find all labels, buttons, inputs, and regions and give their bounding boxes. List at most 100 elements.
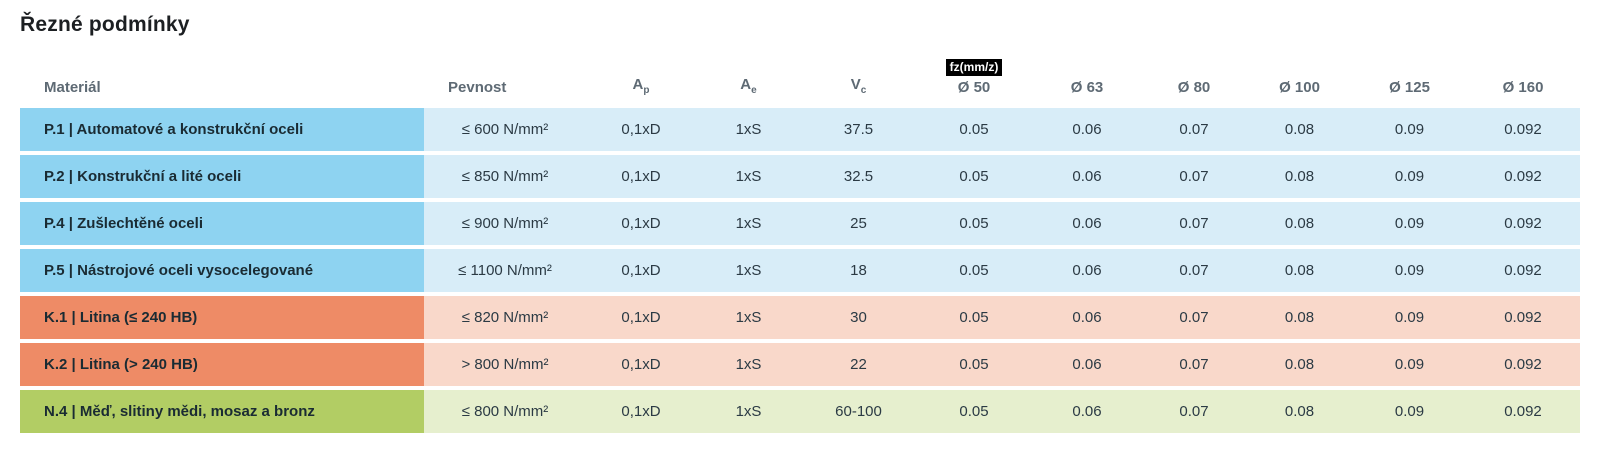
material-cell: P.1 | Automatové a konstrukční oceli [20,108,424,151]
ae-cell: 1xS [696,202,801,245]
material-cell: P.4 | Zušlechtěné oceli [20,202,424,245]
ae-cell: 1xS [696,155,801,198]
column-header-d100: Ø 100 [1279,79,1320,96]
ae-cell: 1xS [696,108,801,151]
fz-d63-cell: 0.06 [1032,343,1142,386]
fz-d125-cell: 0.09 [1353,249,1466,292]
fz-d160-cell: 0.092 [1466,108,1580,151]
ap-cell: 0,1xD [586,390,696,433]
table-header-row: Materiál Pevnost Ap Ae Vc fz(mm/z) Ø 50 … [20,50,1580,108]
fz-d50-cell: 0.05 [916,296,1032,339]
page-title: Řezné podmínky [20,13,190,36]
fz-d63-cell: 0.06 [1032,390,1142,433]
vc-cell: 25 [801,202,916,245]
pevnost-cell: ≤ 900 N/mm² [424,202,586,245]
fz-d80-cell: 0.07 [1142,249,1246,292]
column-header-material: Materiál [44,79,101,96]
vc-cell: 30 [801,296,916,339]
vc-cell: 60-100 [801,390,916,433]
fz-d50-cell: 0.05 [916,343,1032,386]
material-cell: K.1 | Litina (≤ 240 HB) [20,296,424,339]
fz-d160-cell: 0.092 [1466,202,1580,245]
column-header-ap: Ap [632,76,650,96]
column-header-d63: Ø 63 [1070,79,1104,96]
vc-cell: 18 [801,249,916,292]
fz-d100-cell: 0.08 [1246,296,1353,339]
fz-d160-cell: 0.092 [1466,249,1580,292]
fz-d160-cell: 0.092 [1466,296,1580,339]
fz-unit-badge: fz(mm/z) [945,59,1003,76]
ap-cell: 0,1xD [586,202,696,245]
column-header-d160: Ø 160 [1502,79,1544,96]
column-header-d50: fz(mm/z) Ø 50 [916,59,1032,108]
fz-d50-cell: 0.05 [916,155,1032,198]
table-row-p2: P.2 | Konstrukční a lité oceli ≤ 850 N/m… [20,155,1580,198]
ae-cell: 1xS [696,390,801,433]
ap-cell: 0,1xD [586,343,696,386]
ae-cell: 1xS [696,296,801,339]
cutting-conditions-table: Materiál Pevnost Ap Ae Vc fz(mm/z) Ø 50 … [20,50,1580,433]
fz-d100-cell: 0.08 [1246,108,1353,151]
ae-cell: 1xS [696,343,801,386]
fz-d80-cell: 0.07 [1142,343,1246,386]
table-row-p5: P.5 | Nástrojové oceli vysocelegované ≤ … [20,249,1580,292]
fz-d63-cell: 0.06 [1032,296,1142,339]
pevnost-cell: ≤ 850 N/mm² [424,155,586,198]
fz-d100-cell: 0.08 [1246,202,1353,245]
column-header-ae: Ae [740,76,757,96]
pevnost-cell: ≤ 600 N/mm² [424,108,586,151]
material-cell: P.5 | Nástrojové oceli vysocelegované [20,249,424,292]
fz-d50-cell: 0.05 [916,108,1032,151]
fz-d100-cell: 0.08 [1246,343,1353,386]
fz-d160-cell: 0.092 [1466,155,1580,198]
material-cell: P.2 | Konstrukční a lité oceli [20,155,424,198]
fz-d160-cell: 0.092 [1466,390,1580,433]
fz-d63-cell: 0.06 [1032,202,1142,245]
pevnost-cell: ≤ 800 N/mm² [424,390,586,433]
fz-d125-cell: 0.09 [1353,202,1466,245]
page: Řezné podmínky Materiál Pevnost Ap Ae Vc… [20,13,1580,433]
fz-d125-cell: 0.09 [1353,108,1466,151]
fz-d125-cell: 0.09 [1353,343,1466,386]
vc-cell: 22 [801,343,916,386]
vc-cell: 32.5 [801,155,916,198]
ae-cell: 1xS [696,249,801,292]
material-cell: K.2 | Litina (> 240 HB) [20,343,424,386]
fz-d125-cell: 0.09 [1353,296,1466,339]
column-header-d50-label: Ø 50 [957,79,991,96]
fz-d125-cell: 0.09 [1353,155,1466,198]
table-row-n4: N.4 | Měď, slitiny mědi, mosaz a bronz ≤… [20,390,1580,433]
vc-cell: 37.5 [801,108,916,151]
fz-d63-cell: 0.06 [1032,155,1142,198]
column-header-d125: Ø 125 [1389,79,1430,96]
fz-d80-cell: 0.07 [1142,296,1246,339]
fz-d80-cell: 0.07 [1142,108,1246,151]
fz-d80-cell: 0.07 [1142,202,1246,245]
column-header-d80: Ø 80 [1177,79,1211,96]
material-cell: N.4 | Měď, slitiny mědi, mosaz a bronz [20,390,424,433]
column-header-vc: Vc [850,76,867,96]
table-row-p1: P.1 | Automatové a konstrukční oceli ≤ 6… [20,108,1580,151]
ap-cell: 0,1xD [586,296,696,339]
fz-d50-cell: 0.05 [916,249,1032,292]
fz-d125-cell: 0.09 [1353,390,1466,433]
pevnost-cell: ≤ 1100 N/mm² [424,249,586,292]
fz-d160-cell: 0.092 [1466,343,1580,386]
fz-d63-cell: 0.06 [1032,108,1142,151]
fz-d100-cell: 0.08 [1246,390,1353,433]
ap-cell: 0,1xD [586,108,696,151]
fz-d80-cell: 0.07 [1142,390,1246,433]
ap-cell: 0,1xD [586,155,696,198]
table-row-p4: P.4 | Zušlechtěné oceli ≤ 900 N/mm² 0,1x… [20,202,1580,245]
table-row-k2: K.2 | Litina (> 240 HB) > 800 N/mm² 0,1x… [20,343,1580,386]
ap-cell: 0,1xD [586,249,696,292]
fz-d50-cell: 0.05 [916,390,1032,433]
fz-d80-cell: 0.07 [1142,155,1246,198]
pevnost-cell: > 800 N/mm² [424,343,586,386]
fz-d50-cell: 0.05 [916,202,1032,245]
fz-d63-cell: 0.06 [1032,249,1142,292]
column-header-pevnost: Pevnost [448,79,507,96]
table-row-k1: K.1 | Litina (≤ 240 HB) ≤ 820 N/mm² 0,1x… [20,296,1580,339]
fz-d100-cell: 0.08 [1246,249,1353,292]
pevnost-cell: ≤ 820 N/mm² [424,296,586,339]
